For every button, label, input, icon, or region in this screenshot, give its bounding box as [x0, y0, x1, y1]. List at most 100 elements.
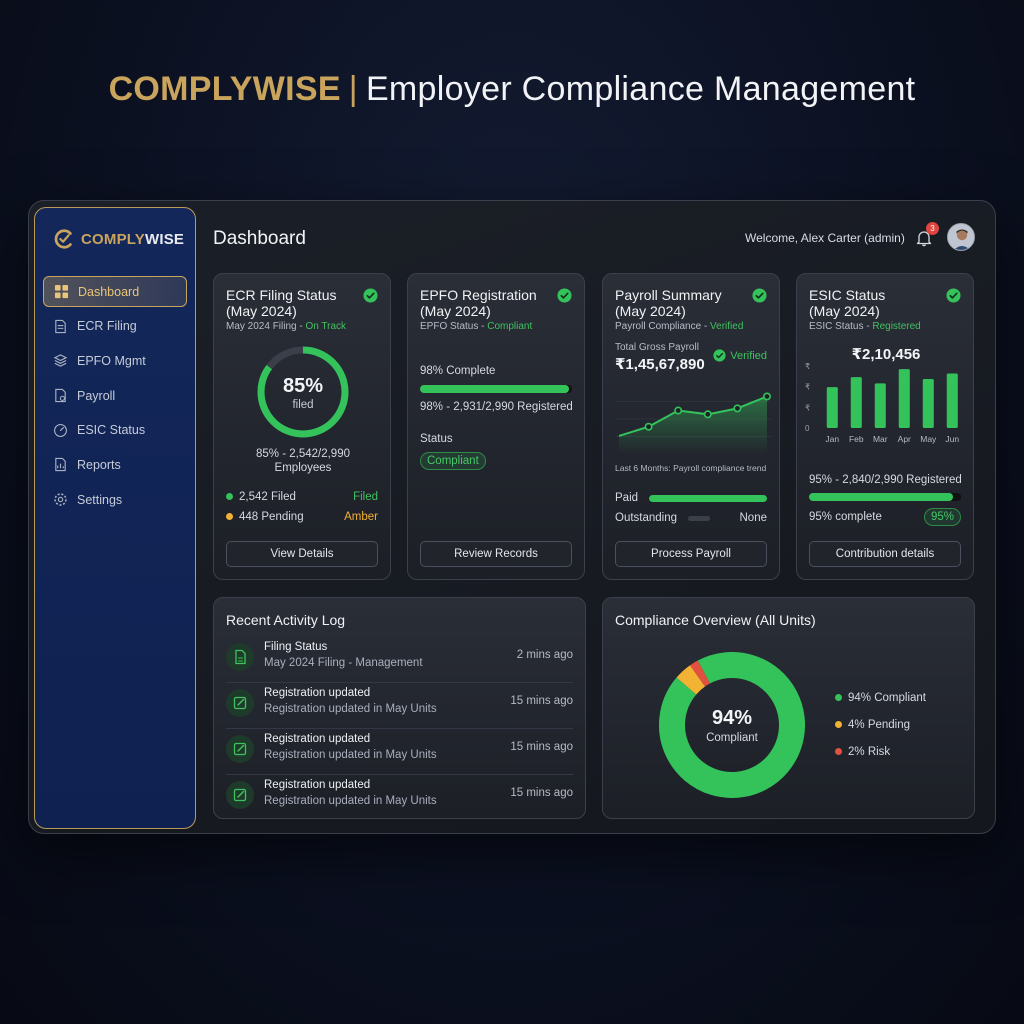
process-payroll-button[interactable]: Process Payroll [615, 541, 767, 567]
sidebar-item-label: ESIC Status [77, 423, 146, 438]
check-circle-icon [713, 349, 726, 362]
epfo-complete-label: 98% Complete [420, 365, 496, 377]
esic-percent-badge: 95% [923, 508, 961, 526]
x-tick-label: Mar [873, 434, 888, 444]
card-title: EPFO Registration (May 2024) [420, 287, 537, 319]
edit-icon [233, 696, 247, 710]
activity-item-subtitle: Registration updated in May Units [264, 749, 437, 761]
ecr-progress-ring [257, 346, 349, 438]
trend-caption: Last 6 Months: Payroll compliance trend [615, 463, 767, 473]
status-badge: Compliant [420, 452, 486, 470]
activity-log-card: Recent Activity Log Filing Status May 20… [213, 597, 586, 819]
headline-brand: COMPLYWISE [108, 70, 341, 108]
compliance-donut-chart [659, 652, 805, 798]
donut-center-label: Compliant [706, 732, 758, 744]
check-circle-icon [363, 288, 378, 303]
sidebar-item-label: ECR Filing [77, 319, 137, 334]
activity-item-title: Filing Status [264, 641, 328, 653]
compliance-overview-card: Compliance Overview (All Units) 94% Comp… [602, 597, 975, 819]
review-records-button[interactable]: Review Records [420, 541, 572, 567]
report-icon [55, 458, 66, 472]
sidebar-item-label: Payroll [77, 388, 116, 403]
view-details-button[interactable]: View Details [226, 541, 378, 567]
y-tick-label: 0 [805, 424, 810, 433]
legend-compliant: 94% Compliant [835, 692, 926, 704]
gauge-icon [54, 423, 67, 437]
ecr-percent: 85% [282, 375, 324, 397]
y-tick-label: ₹ [805, 383, 810, 392]
activity-item-subtitle: Registration updated in May Units [264, 703, 437, 715]
sidebar: COMPLYWISE Dashboard ECR Filing EPFO Mgm… [34, 207, 196, 829]
esic-progress-bar [809, 493, 961, 501]
edit-icon [233, 788, 247, 802]
x-tick-label: Jun [945, 434, 959, 444]
outstanding-label: Outstanding [615, 512, 678, 524]
esic-bar-apr [898, 369, 910, 428]
card-title: Payroll Summary (May 2024) [615, 287, 722, 319]
trend-point-4 [733, 404, 742, 413]
activity-item-subtitle: Registration updated in May Units [264, 795, 437, 807]
file-icon [235, 649, 246, 665]
sidebar-item-esic-status[interactable]: ESIC Status [43, 415, 187, 446]
activity-item-time: 2 mins ago [516, 649, 573, 661]
legend-risk: 2% Risk [835, 746, 890, 758]
list-item[interactable]: Registration updated Registration update… [226, 775, 573, 821]
pending-count: 448 Pending [226, 511, 304, 523]
list-item[interactable]: Registration updated Registration update… [226, 729, 573, 775]
sidebar-item-label: Reports [77, 457, 121, 472]
outstanding-value: None [739, 512, 768, 524]
epfo-progress-bar [420, 385, 572, 393]
x-tick-label: Feb [849, 434, 864, 444]
ecr-filed-label: filed [292, 399, 314, 411]
activity-item-title: Registration updated [264, 733, 371, 745]
esic-registered: 95% - 2,840/2,990 Registered [809, 474, 962, 486]
pending-status: Amber [344, 511, 378, 523]
legend-pending: 4% Pending [835, 719, 910, 731]
card-subtitle: ESIC Status - Registered [809, 321, 921, 332]
x-tick-label: Jan [825, 434, 839, 444]
document-icon [55, 319, 66, 333]
x-tick-label: May [920, 434, 937, 444]
x-tick-label: Apr [898, 434, 911, 444]
gear-icon [54, 493, 67, 506]
esic-bar-mar [874, 383, 886, 428]
activity-item-title: Registration updated [264, 779, 371, 791]
bell-icon[interactable] [915, 229, 933, 247]
headline-subtitle: Employer Compliance Management [365, 70, 916, 108]
paid-bar [649, 495, 767, 502]
gross-payroll-label: Total Gross Payroll [615, 342, 699, 353]
esic-progress-fill [809, 493, 954, 501]
sidebar-item-dashboard[interactable]: Dashboard [43, 276, 187, 307]
sidebar-item-ecr-filing[interactable]: ECR Filing [43, 311, 187, 342]
filed-count: 2,542 Filed [226, 491, 296, 503]
card-subtitle: Payroll Compliance - Verified [615, 321, 744, 332]
user-avatar-icon [948, 224, 974, 250]
esic-bar-may [922, 379, 934, 428]
epfo-status-label: Status [420, 433, 453, 445]
sidebar-item-epfo-mgmt[interactable]: EPFO Mgmt [43, 345, 187, 376]
activity-item-time: 15 mins ago [510, 741, 573, 753]
outstanding-bar [688, 516, 710, 521]
sidebar-item-label: Dashboard [78, 284, 140, 299]
notification-badge: 3 [926, 222, 939, 235]
card-title: ESIC Status (May 2024) [809, 287, 886, 319]
paid-label: Paid [615, 492, 639, 504]
sidebar-item-label: Settings [77, 492, 123, 507]
contribution-details-button[interactable]: Contribution details [809, 541, 961, 567]
filed-status: Filed [353, 491, 378, 503]
sidebar-item-settings[interactable]: Settings [43, 484, 187, 515]
avatar[interactable] [947, 223, 975, 251]
card-subtitle: EPFO Status - Compliant [420, 321, 533, 332]
sidebar-item-payroll[interactable]: Payroll [43, 380, 187, 411]
card-subtitle: May 2024 Filing - On Track [226, 321, 347, 332]
trend-point-1 [644, 422, 653, 431]
gross-payroll-value: ₹1,45,67,890 [615, 356, 705, 373]
list-item[interactable]: Registration updated Registration update… [226, 683, 573, 729]
list-item[interactable]: Filing Status May 2024 Filing - Manageme… [226, 637, 573, 683]
esic-bar-chart: ₹ ₹ ₹0 Jan Feb Mar Apr May Jun [805, 362, 959, 444]
sidebar-logo[interactable]: COMPLYWISE [43, 228, 187, 250]
layers-icon [53, 354, 68, 368]
sidebar-item-reports[interactable]: Reports [43, 449, 187, 480]
activity-item-subtitle: May 2024 Filing - Management [264, 657, 423, 669]
logo-text: COMPLYWISE [81, 230, 185, 248]
